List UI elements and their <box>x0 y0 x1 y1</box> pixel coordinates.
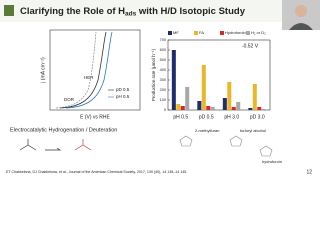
bar <box>201 65 206 110</box>
bar <box>180 106 185 110</box>
x-tick-label: pD 3.0 <box>250 114 265 120</box>
scheme-drawing <box>19 139 62 151</box>
y-tick-label: 100 <box>160 98 166 102</box>
y-tick-label: 200 <box>160 88 166 92</box>
bar <box>206 106 211 110</box>
bar <box>236 102 241 110</box>
legend-label: H₂ or D₂ <box>251 30 266 35</box>
y-tick-label: 500 <box>160 58 166 62</box>
curve <box>55 31 97 109</box>
title-subscript: ads <box>125 10 137 17</box>
scheme: Electrocatalytic Hydrogenation / Deutera… <box>10 127 282 164</box>
y-tick-label: 0 <box>164 108 166 112</box>
bar <box>171 50 176 110</box>
plot-frame <box>49 29 141 111</box>
legend-swatch <box>246 31 250 35</box>
bar <box>222 98 227 110</box>
citation: ET Chakkelona, DJ Chakkelona, et al., Jo… <box>6 170 187 174</box>
bar <box>197 101 202 110</box>
legend-label: Hydrofuroin <box>225 30 246 35</box>
scheme-drawing <box>179 135 273 157</box>
bar <box>257 107 262 110</box>
curve <box>65 31 113 109</box>
bar <box>252 84 257 110</box>
title: Clarifying the Role of Hads with H/D Iso… <box>20 6 246 18</box>
x-tick-label: pH 0.5 <box>173 114 188 120</box>
curve <box>59 31 107 109</box>
curve-label: DOR <box>64 97 75 102</box>
legend-swatch <box>220 31 224 35</box>
legend-label: MF <box>173 30 179 35</box>
page-number: 12 <box>306 169 312 175</box>
product-label: furfuryl alcohol <box>240 128 266 133</box>
x-tick-label: pD 0.5 <box>199 114 214 120</box>
bar <box>231 107 236 110</box>
x-axis-label: E (V) vs RHE <box>80 114 110 120</box>
webcam-face <box>295 5 307 17</box>
title-bar <box>0 0 320 22</box>
y-tick-label: 600 <box>160 48 166 52</box>
x-tick-label: pH 3.0 <box>224 114 239 120</box>
bar <box>176 104 181 110</box>
webcam-body <box>289 23 313 30</box>
legend-label: pD 0.5 <box>116 87 130 92</box>
legend-label: pH 0.5 <box>116 94 130 99</box>
logo <box>4 5 14 16</box>
legend-label: FA <box>199 30 204 35</box>
scheme-drawing <box>74 139 92 151</box>
legend-swatch <box>194 31 198 35</box>
bar <box>227 82 232 110</box>
legend-swatch <box>168 31 172 35</box>
scheme-caption: Electrocatalytic Hydrogenation / Deutera… <box>10 127 117 133</box>
y-tick-label: 400 <box>160 68 166 72</box>
title-part: Clarifying the Role of H <box>20 6 125 17</box>
bar <box>261 109 266 110</box>
bar <box>185 87 190 110</box>
plot-frame <box>167 39 271 111</box>
title-part: with H/D Isotopic Study <box>136 6 245 17</box>
y-axis-label: j (mA cm⁻²) <box>40 57 46 84</box>
product-label: 2-methylfuran <box>195 128 219 133</box>
annotation: -0.52 V <box>242 43 259 49</box>
y-tick-label: 700 <box>160 38 166 42</box>
bar <box>210 107 215 110</box>
slide: Clarifying the Role of Hads with H/D Iso… <box>0 0 320 176</box>
bar <box>248 108 253 110</box>
curve-label: HER <box>84 75 94 80</box>
product-label: hydrofuroin <box>262 159 282 164</box>
y-axis-label: Production rate (μmol h⁻¹) <box>151 48 156 101</box>
y-tick-label: 300 <box>160 78 166 82</box>
left-plot: HER DOR pD 0.5 pH 0.5 E (V) vs RHE j (mA… <box>40 29 141 120</box>
